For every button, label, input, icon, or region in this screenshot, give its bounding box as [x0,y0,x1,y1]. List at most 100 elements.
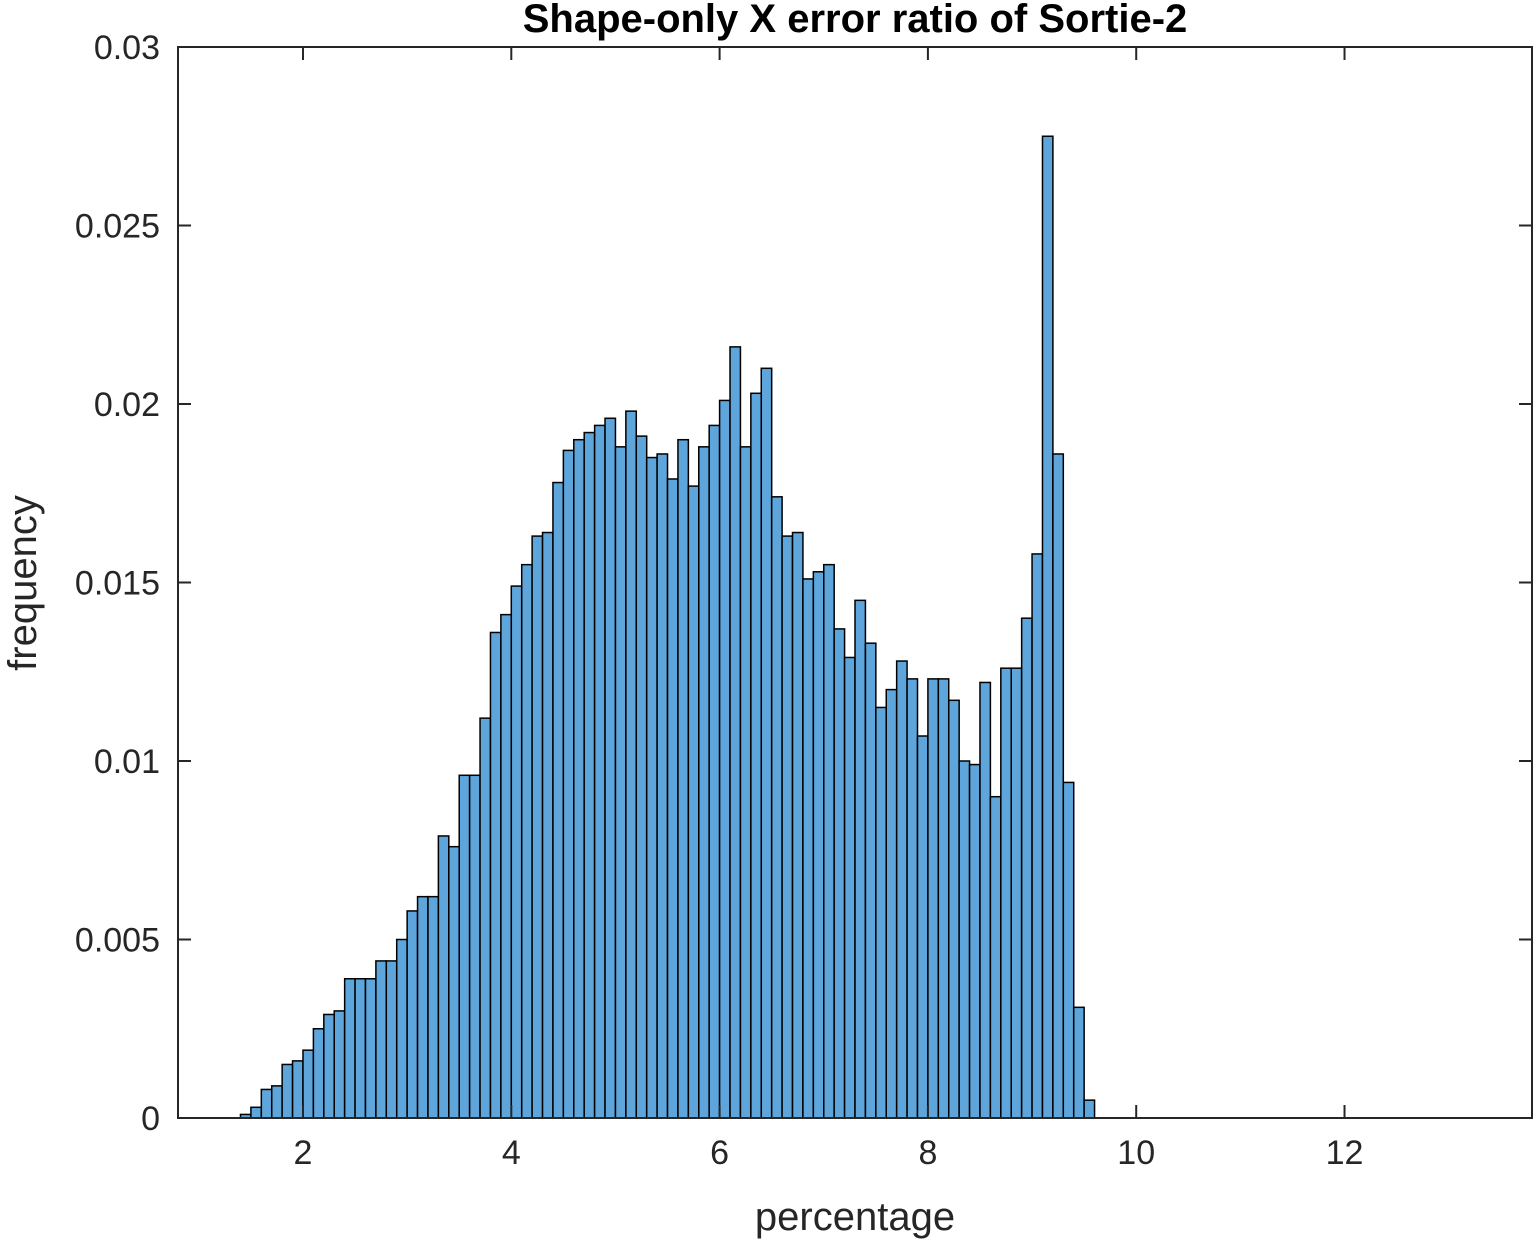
chart-title: Shape-only X error ratio of Sortie-2 [523,0,1188,41]
histogram-bar [823,563,835,1119]
y-tick-label: 0.02 [94,386,160,424]
histogram-bar [625,410,638,1119]
histogram-bar [916,735,929,1119]
histogram-bar [291,1060,304,1119]
x-tick-label: 10 [1117,1134,1155,1172]
histogram-bar [448,845,460,1119]
histogram-bar [885,688,898,1119]
histogram-bar [875,706,888,1119]
histogram-bar [656,453,669,1119]
histogram-bar [770,496,783,1119]
histogram-bar [1031,553,1044,1119]
histogram-bar [708,424,721,1119]
histogram-bar [458,774,471,1119]
histogram-bar [927,678,940,1119]
histogram-bar [895,660,908,1119]
histogram-bar [739,446,752,1119]
histogram-bar [312,1028,325,1119]
y-tick-label: 0.025 [75,208,160,246]
histogram-bar [562,449,575,1119]
histogram-bar [333,1010,346,1119]
histogram-bar [1020,617,1033,1119]
histogram-bar [750,392,763,1119]
histogram-bar [573,438,585,1119]
histogram-bar [687,485,700,1119]
histogram-bar [604,417,617,1119]
histogram-bar [989,795,1002,1119]
x-tick-label: 6 [710,1134,729,1172]
histogram-bar [854,599,867,1119]
histogram-bar [270,1085,283,1119]
histogram-bar [302,1049,315,1119]
y-tick-label: 0.005 [75,922,160,960]
histogram-bar [1052,453,1065,1119]
histogram-bar [468,774,481,1119]
histogram-bar [843,656,856,1119]
histogram-bar [645,456,658,1119]
histogram-bar [531,535,544,1119]
histogram-bar [802,578,815,1119]
histogram-bar [1010,667,1023,1119]
histogram-bar [635,435,648,1119]
histogram-bar [677,438,690,1119]
histogram-bar [343,978,356,1119]
histogram-bar [968,763,981,1119]
histogram-bar [583,431,596,1119]
histogram-bar [1083,1099,1096,1119]
histogram-bar [791,531,804,1119]
y-tick-label: 0.015 [75,565,160,603]
histogram-bar [812,571,825,1119]
histogram-bar [552,481,565,1119]
histogram-bar [385,960,398,1119]
histogram-bar [500,613,513,1119]
histogram-bar [760,367,773,1119]
histogram-bar [958,760,971,1119]
histogram-bar [416,895,429,1119]
ticks-group: 2 4 6 8 10 12 0 0.005 0.01 0.015 0.02 0.025 0.03 [75,29,1532,1172]
histogram-bar [281,1063,294,1119]
histogram-bar [354,978,367,1119]
histogram-bar [666,478,679,1119]
histogram-bar [541,531,554,1119]
histogram-bar [698,446,710,1119]
histogram-bar [260,1088,273,1119]
x-tick-label: 4 [502,1134,521,1172]
histogram-bar [437,835,450,1119]
y-axis-label: frequency [1,495,45,671]
histogram-bar [1041,135,1054,1119]
y-tick-label: 0 [141,1100,160,1138]
histogram-bar [593,424,606,1119]
y-tick-label: 0.01 [94,743,160,781]
histogram-bar [1000,667,1012,1119]
y-tick-label: 0.03 [94,29,160,67]
histogram-bar [781,535,794,1119]
histogram-bar [947,699,960,1119]
histogram-bar [906,678,919,1119]
histogram-bar [833,628,846,1119]
histogram-bar [406,910,419,1119]
histogram-bar [979,681,992,1119]
histogram-bar [479,717,492,1119]
histogram-bar [520,563,533,1119]
histogram-bar [375,960,388,1119]
x-axis-label: percentage [755,1195,955,1239]
histogram-bar [1072,1006,1085,1119]
histogram-bar [614,446,627,1119]
plot-frame [177,46,1533,1119]
histogram-bar [510,585,523,1119]
x-tick-label: 8 [918,1134,937,1172]
histogram-bar [395,938,408,1119]
x-tick-label: 12 [1326,1134,1364,1172]
x-tick-label: 2 [294,1134,313,1172]
histogram-bar [718,399,731,1119]
histogram-bar [427,895,440,1119]
histogram-bar [250,1106,263,1119]
histogram-bar [489,631,502,1119]
histogram-bar [864,642,877,1119]
histogram-bar [1062,781,1075,1119]
histogram-bar [364,978,377,1119]
histogram-bar [323,1013,335,1119]
histogram-bar [937,678,950,1119]
